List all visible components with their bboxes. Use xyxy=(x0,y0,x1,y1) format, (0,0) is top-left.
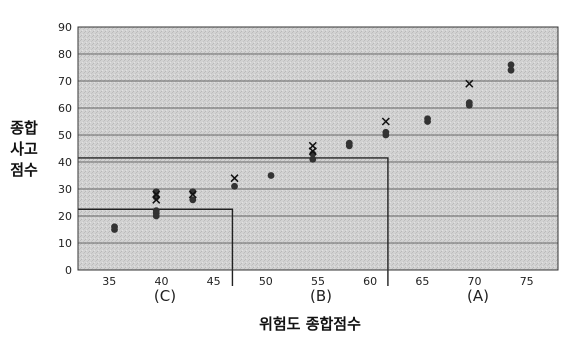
x-tick-label: 65 xyxy=(415,275,429,288)
x-axis-title: 위험도 종합점수 xyxy=(259,315,361,333)
dot-marker-point xyxy=(267,172,275,179)
dot-marker-point xyxy=(231,182,238,190)
y-tick-label: 0 xyxy=(65,264,72,277)
dot-marker-point xyxy=(382,128,390,136)
dot-marker-point xyxy=(189,196,197,204)
threshold-box xyxy=(78,157,389,286)
dot-marker-point xyxy=(507,61,515,69)
x-marker-stroke xyxy=(465,79,474,88)
dot-marker-point xyxy=(465,99,473,106)
x-marker-point xyxy=(230,174,239,183)
y-tick-label: 30 xyxy=(58,183,72,196)
x-marker-point xyxy=(381,117,390,126)
y-tick-label: 90 xyxy=(58,21,72,34)
threshold-box xyxy=(78,208,234,286)
x-marker-stroke xyxy=(152,190,161,199)
y-axis-title-line-3: 점수 xyxy=(10,161,38,179)
x-tick-label: 40 xyxy=(154,275,168,288)
region-label-a: (A) xyxy=(467,287,489,305)
y-axis-title-line-2: 사고 xyxy=(10,140,38,158)
plot-background xyxy=(78,27,558,270)
y-tick-label: 50 xyxy=(58,129,72,142)
x-tick-label: 75 xyxy=(520,275,534,288)
x-marker-stroke xyxy=(381,117,390,126)
y-tick-label: 60 xyxy=(58,102,72,115)
tick-labels: 0 10 20 30 40 50 60 70 80 90 35 40 45 50 55 60 65 70 75 xyxy=(58,21,534,288)
x-marker-stroke xyxy=(230,174,239,183)
plot-frame xyxy=(77,26,559,271)
dot-marker-point xyxy=(111,223,118,231)
x-marker-point xyxy=(188,190,197,199)
y-tick-label: 20 xyxy=(58,210,72,223)
dot-marker-point xyxy=(507,66,515,74)
x-marker-point xyxy=(465,79,474,88)
x-tick-label: 60 xyxy=(363,275,377,288)
x-tick-label: 70 xyxy=(468,275,482,288)
x-marker-stroke xyxy=(308,141,317,150)
x-tick-label: 45 xyxy=(207,275,221,288)
y-tick-label: 10 xyxy=(58,237,72,250)
y-tick-label: 40 xyxy=(58,156,72,169)
dot-marker-point xyxy=(152,207,160,215)
y-tick-label: 70 xyxy=(58,75,72,88)
dot-marker-point xyxy=(309,155,317,163)
x-tick-label: 35 xyxy=(102,275,116,288)
region-label-b: (B) xyxy=(310,287,332,305)
x-tick-label: 50 xyxy=(259,275,273,288)
threshold-boxes xyxy=(78,157,389,286)
dot-marker-point xyxy=(345,139,353,147)
x-tick-label: 55 xyxy=(311,275,325,288)
y-axis-title-line-1: 종합 xyxy=(10,119,38,137)
data-points xyxy=(111,61,515,233)
x-marker-point xyxy=(152,190,161,199)
x-marker-point xyxy=(308,141,317,150)
y-tick-label: 80 xyxy=(58,48,72,61)
x-marker-stroke xyxy=(188,190,197,199)
region-label-c: (C) xyxy=(153,287,177,305)
dot-marker-point xyxy=(424,115,431,123)
